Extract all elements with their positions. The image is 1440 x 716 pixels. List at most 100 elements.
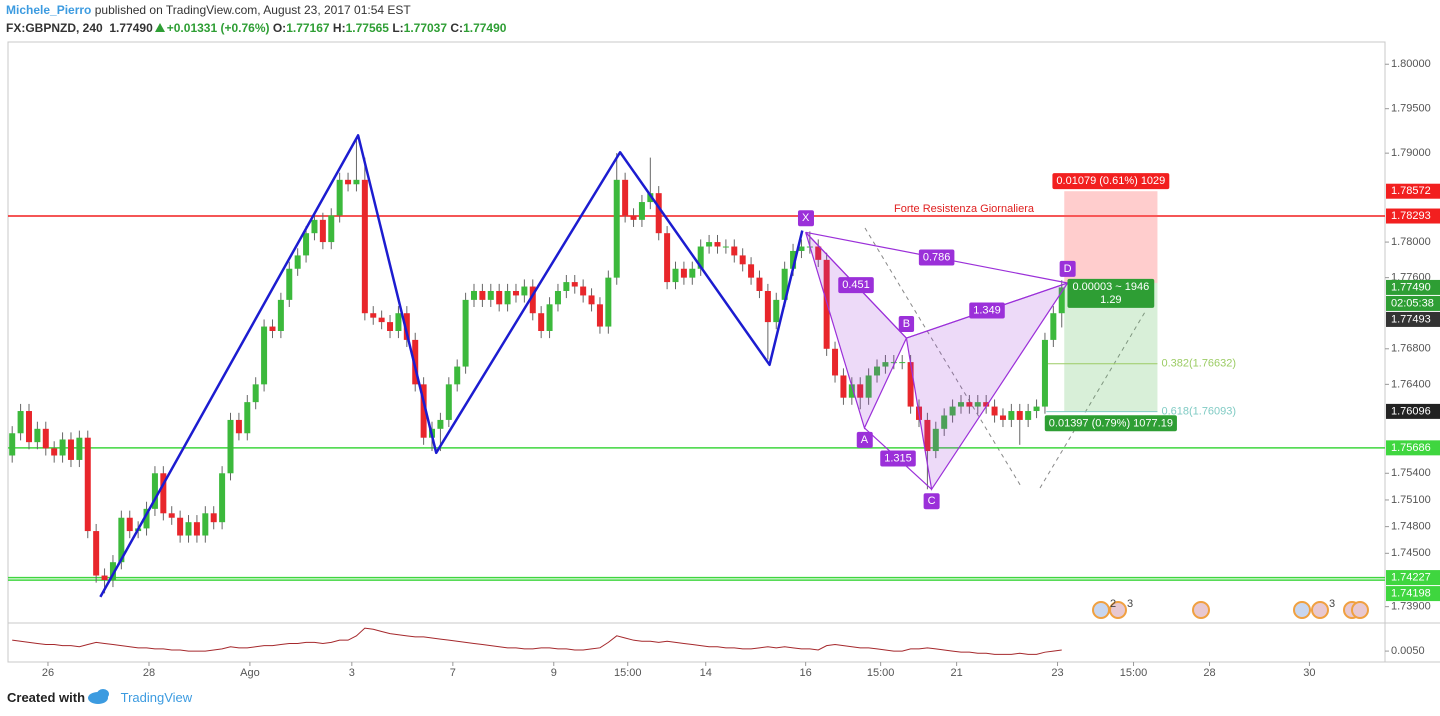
x-tick-label: 30 bbox=[1303, 667, 1315, 679]
ohlc-value: 1.77037 bbox=[403, 21, 448, 35]
ohlc-key: L: bbox=[392, 21, 404, 35]
brand[interactable]: TradingView bbox=[120, 690, 193, 705]
candle-body bbox=[193, 522, 200, 536]
candle-body bbox=[286, 268, 293, 300]
candle-body bbox=[554, 290, 561, 305]
candle-body bbox=[462, 299, 469, 367]
pattern-point-label-bg bbox=[1059, 260, 1076, 277]
candle-body bbox=[235, 419, 242, 434]
candle-body bbox=[722, 246, 729, 248]
candle-body bbox=[252, 384, 259, 403]
pattern-point-label: X bbox=[802, 212, 810, 224]
y-tick-label: 1.79000 bbox=[1391, 147, 1431, 159]
y-tick-label: 1.73900 bbox=[1391, 601, 1431, 613]
candle-body bbox=[496, 290, 503, 305]
countdown: 02:05:38 bbox=[1391, 297, 1434, 309]
x-tick-label: 26 bbox=[42, 667, 54, 679]
candle-body bbox=[756, 277, 763, 291]
candle-body bbox=[294, 255, 301, 269]
event-flag[interactable] bbox=[1293, 601, 1311, 619]
candle-body bbox=[538, 313, 545, 331]
candle-body bbox=[890, 362, 897, 364]
candle-body bbox=[983, 402, 990, 407]
event-flag[interactable] bbox=[1311, 601, 1329, 619]
candle-body bbox=[882, 362, 889, 367]
candle-body bbox=[143, 508, 150, 529]
y-tick-label: 1.74800 bbox=[1391, 521, 1431, 533]
x-tick-label: 15:00 bbox=[867, 667, 895, 679]
candle-body bbox=[664, 233, 671, 283]
pattern-point-label: C bbox=[928, 495, 936, 507]
price-label: 1.74227 bbox=[1391, 571, 1431, 583]
candle-body bbox=[630, 215, 637, 220]
candle-body bbox=[588, 295, 595, 305]
candle-body bbox=[51, 448, 58, 456]
event-flag[interactable] bbox=[1192, 601, 1210, 619]
candle-body bbox=[706, 242, 713, 247]
candle-body bbox=[277, 299, 284, 331]
candle-body bbox=[319, 219, 326, 243]
indicator-line bbox=[12, 627, 1062, 655]
candle-body bbox=[1058, 287, 1065, 314]
candle-body bbox=[840, 375, 847, 398]
pattern-ratio-bg bbox=[838, 277, 874, 294]
candle-body bbox=[823, 259, 830, 349]
candle-body bbox=[680, 268, 687, 278]
ohlc-key: O: bbox=[272, 21, 287, 35]
candle-body bbox=[966, 402, 973, 407]
candle-body bbox=[59, 439, 66, 456]
candle-body bbox=[42, 428, 49, 449]
pattern-ratio-bg bbox=[880, 450, 916, 467]
fib-label: 0.618(1.76093) bbox=[1161, 406, 1236, 418]
candle-body bbox=[781, 268, 788, 300]
candle-body bbox=[764, 290, 771, 323]
pattern-ratio: 0.451 bbox=[842, 279, 870, 291]
candle-body bbox=[605, 277, 612, 327]
symbol-line: FX:GBPNZD, 240 1.77490 +0.01331 (+0.76%) … bbox=[6, 21, 506, 35]
candle-body bbox=[865, 375, 872, 398]
ohlc-value: 1.77565 bbox=[345, 21, 389, 35]
candle-body bbox=[512, 290, 519, 296]
candle-body bbox=[1041, 339, 1048, 407]
last-price: 1.77490 bbox=[109, 21, 153, 35]
candle-body bbox=[874, 366, 881, 376]
x-tick-label: 21 bbox=[950, 667, 962, 679]
candle-body bbox=[999, 415, 1006, 420]
candle-body bbox=[899, 362, 906, 364]
candle-body bbox=[748, 264, 755, 278]
author[interactable]: Michele_Pierro bbox=[6, 3, 92, 17]
projection-line bbox=[1039, 311, 1146, 489]
pattern-ratio: 1.315 bbox=[884, 453, 912, 465]
pattern-point-label: D bbox=[1064, 263, 1072, 275]
position-stop-label: 0.01397 (0.79%) 1077.19 bbox=[1049, 417, 1173, 429]
candle-body bbox=[303, 233, 310, 256]
position-target-label: 0.01079 (0.61%) 1029 bbox=[1056, 175, 1165, 187]
candle-body bbox=[420, 384, 427, 438]
x-tick-label: Ago bbox=[240, 667, 260, 679]
position-stop-label-bg bbox=[1044, 415, 1177, 432]
candle-body bbox=[244, 402, 251, 434]
pattern-point-label-bg bbox=[923, 493, 940, 510]
candle-body bbox=[378, 317, 385, 323]
price-label-bg bbox=[1386, 403, 1440, 419]
event-flag[interactable] bbox=[1351, 601, 1369, 619]
event-flag[interactable] bbox=[1092, 601, 1110, 619]
candle-body bbox=[991, 406, 998, 416]
price-label-bg bbox=[1386, 311, 1440, 327]
y-tick-label: 1.80000 bbox=[1391, 58, 1431, 70]
zigzag-line bbox=[99, 134, 804, 598]
ohlc-value: 1.77167 bbox=[286, 21, 330, 35]
x-tick-label: 7 bbox=[450, 667, 456, 679]
event-count: 2 bbox=[1110, 598, 1116, 610]
event-flag[interactable] bbox=[1109, 601, 1127, 619]
candle-body bbox=[454, 366, 461, 385]
candle-body bbox=[487, 290, 494, 300]
candle-body bbox=[210, 513, 217, 523]
candle-body bbox=[479, 290, 486, 300]
x-tick-label: 9 bbox=[551, 667, 557, 679]
candle-body bbox=[202, 513, 209, 536]
candle-body bbox=[219, 473, 226, 523]
candle-body bbox=[504, 290, 511, 305]
candle-body bbox=[470, 290, 477, 300]
x-tick-label: 28 bbox=[143, 667, 155, 679]
